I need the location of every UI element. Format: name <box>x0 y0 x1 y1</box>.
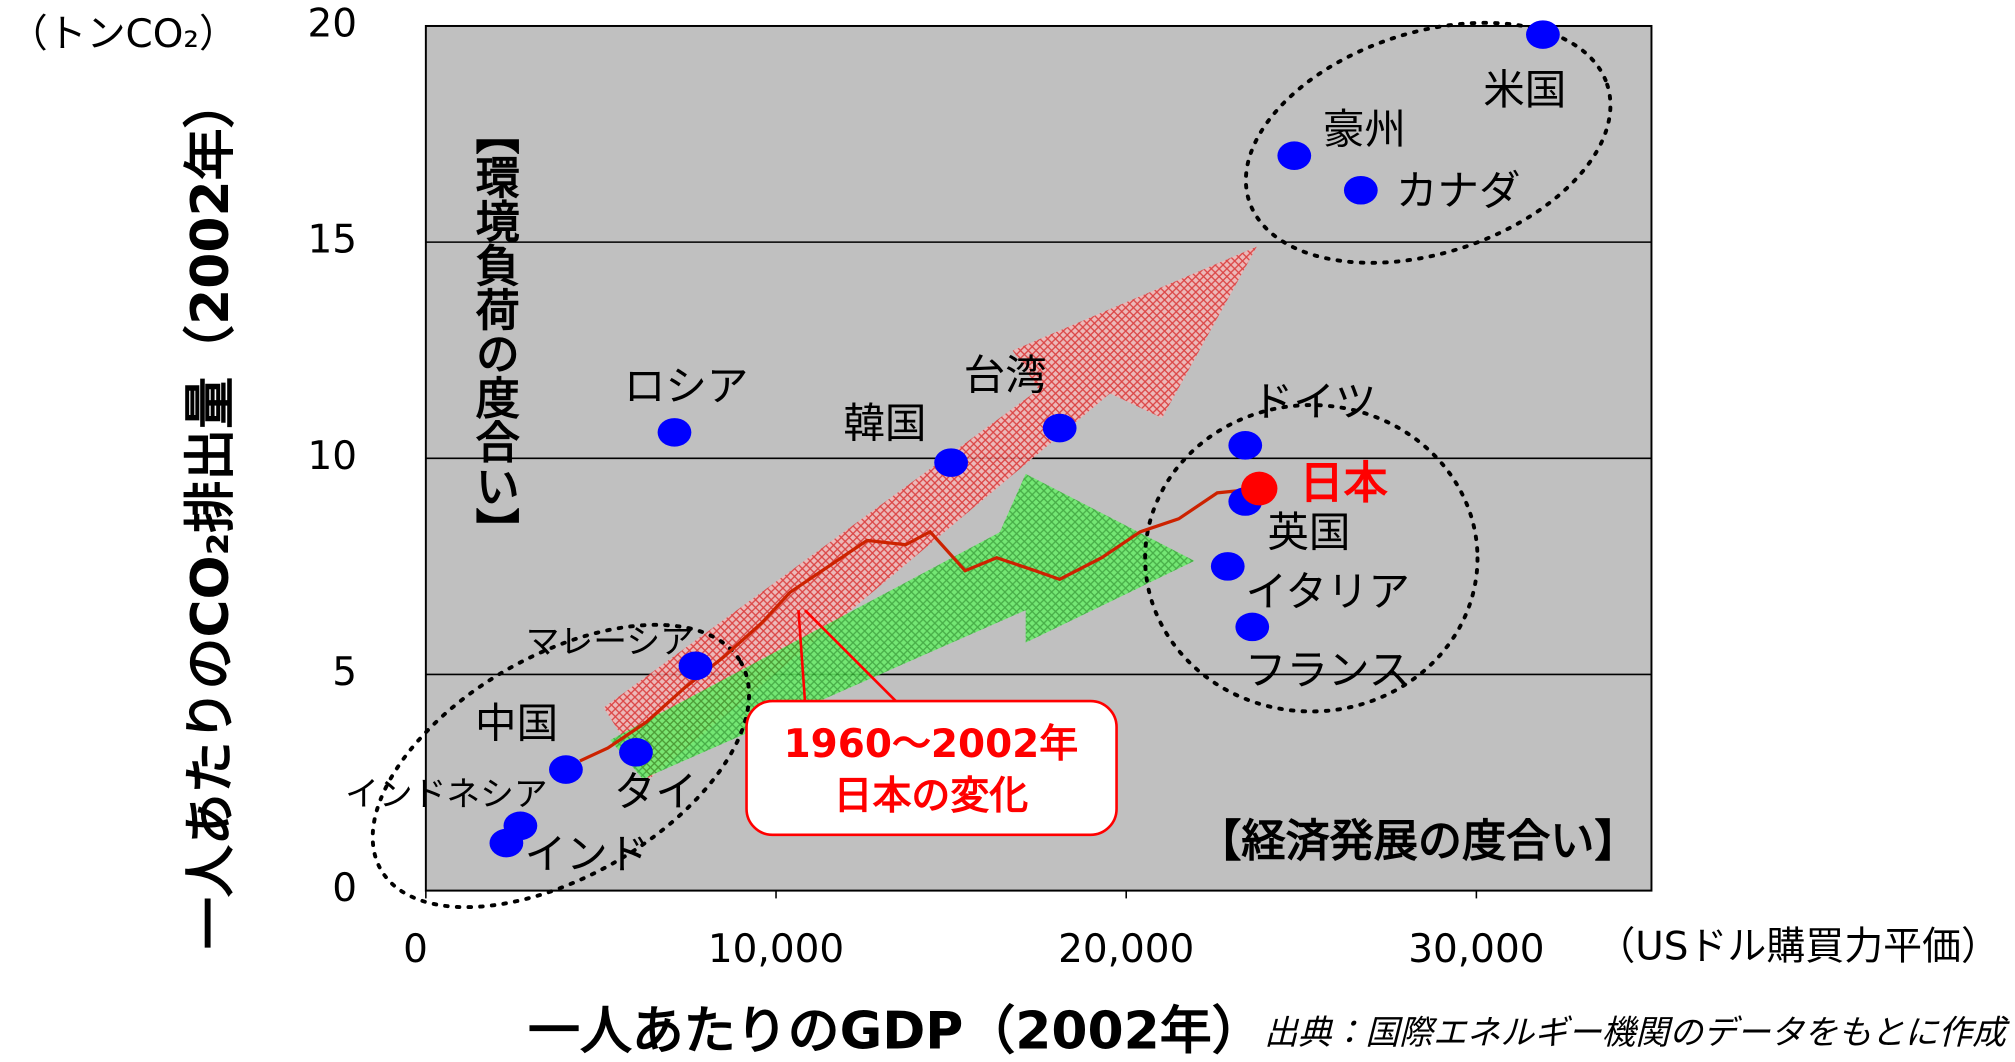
x-tick-label: 20,000 <box>1058 927 1194 972</box>
data-point <box>1343 175 1378 205</box>
group-ellipse <box>1143 403 1480 714</box>
point-label: 韓国 <box>843 398 926 447</box>
y-axis-title: 一人あたりのCO₂排出量（2002年） <box>181 77 241 950</box>
data-point <box>1228 431 1263 460</box>
data-point <box>1235 612 1270 642</box>
group-ellipse <box>370 622 751 910</box>
y-tick-label: 5 <box>332 650 357 695</box>
x-axis-title: 一人あたりのGDP（2002年） <box>528 1002 1264 1062</box>
data-point <box>1526 20 1560 49</box>
point-label: インドネシア <box>345 774 548 813</box>
point-label: マレーシア <box>526 622 694 661</box>
point-label: 米国 <box>1483 65 1566 114</box>
data-point <box>619 737 653 767</box>
y-tick-label: 10 <box>307 434 357 479</box>
point-label: カナダ <box>1396 166 1521 215</box>
x-tick-label: 0 <box>403 927 428 972</box>
point-label: ドイツ <box>1252 377 1377 426</box>
point-label: 中国 <box>475 699 558 748</box>
callout-text: 日本の変化 <box>834 774 1029 819</box>
callout-pointer <box>797 609 897 702</box>
x-annotation: 【経済発展の度合い】 <box>1197 816 1638 867</box>
economy-arrow <box>610 473 1195 779</box>
source-note: 出典：国際エネルギー機関のデータをもとに作成 <box>1264 1013 2010 1052</box>
point-label: インド <box>525 829 650 878</box>
point-label: 日本 <box>1300 458 1389 509</box>
callout-box <box>745 699 1118 837</box>
x-tick-label: 10,000 <box>708 927 844 972</box>
group-ellipse <box>1243 20 1613 265</box>
data-point <box>1277 141 1312 170</box>
y-tick-label: 15 <box>307 218 357 263</box>
callout-text: 1960～2002年 <box>784 722 1079 767</box>
point-label: ロシア <box>624 362 749 411</box>
data-point <box>489 828 524 858</box>
x-tick-label: 30,000 <box>1408 927 1544 972</box>
y-unit: （トンCO₂） <box>9 12 238 57</box>
point-label: タイ <box>614 767 697 816</box>
point-label: 豪州 <box>1323 104 1406 153</box>
trajectory-line <box>579 486 1260 763</box>
data-point <box>1042 413 1077 443</box>
y-annotation: 【環境負荷の度合い】 <box>468 110 520 551</box>
data-point <box>678 651 713 681</box>
data-point <box>1210 552 1245 581</box>
point-label: 英国 <box>1267 507 1350 556</box>
point-label: フランス <box>1245 646 1410 695</box>
point-label: イタリア <box>1245 567 1409 616</box>
data-point <box>934 448 968 477</box>
y-tick-label: 20 <box>307 1 357 46</box>
point-label: 台湾 <box>964 351 1047 400</box>
x-unit: （USドル購買力平価） <box>1596 925 2000 970</box>
data-point <box>657 418 692 447</box>
y-tick-label: 0 <box>332 866 357 911</box>
data-point <box>1241 471 1278 506</box>
environment-arrow <box>603 246 1257 779</box>
data-point <box>549 755 583 784</box>
marks <box>489 20 1560 858</box>
